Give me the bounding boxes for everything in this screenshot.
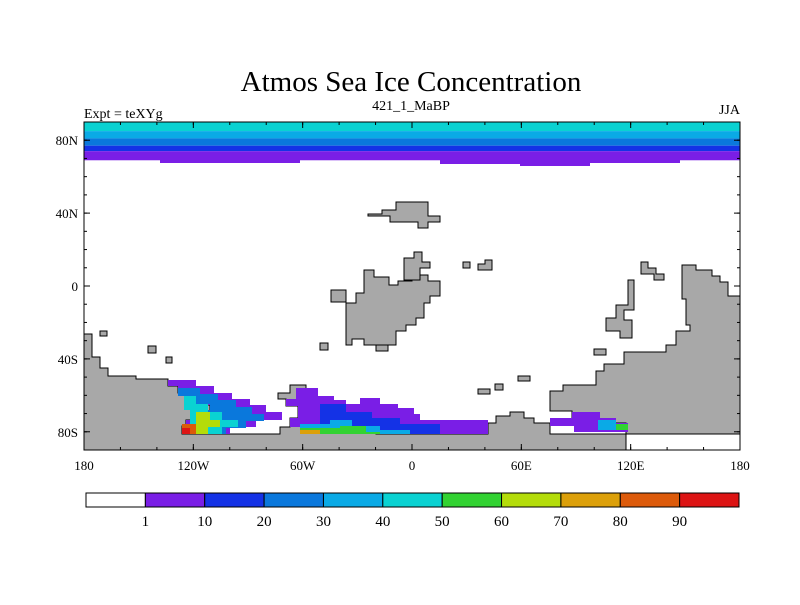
land-south-africa-tip: [375, 344, 389, 352]
x-axis: 180 120W 60W 0 60E 120E 180: [74, 122, 750, 473]
colorbar-box-7: [501, 492, 562, 508]
colorbar-box-8: [560, 492, 621, 508]
land-island-8: [517, 375, 531, 382]
colorbar-label: 40: [375, 514, 390, 530]
y-tick-label: 80N: [56, 133, 79, 148]
x-tick-label: 60E: [511, 458, 532, 473]
arctic-band-3: [84, 145, 740, 152]
ice-east-3: [616, 424, 628, 430]
colorbar-box-2: [204, 492, 265, 508]
center-string: 421_1_MaBP: [372, 99, 450, 114]
colorbar-label: 70: [553, 514, 568, 530]
colorbar-label: 1: [142, 514, 150, 530]
land-indonesia-2: [593, 348, 607, 356]
x-tick-label: 180: [730, 458, 750, 473]
x-tick-label: 120W: [177, 458, 210, 473]
colorbar-label: 50: [435, 514, 450, 530]
y-tick-label: 80S: [58, 425, 78, 440]
y-axis: 80N 40N 0 40S 80S: [56, 133, 740, 440]
land-indonesia: [605, 279, 635, 339]
colorbar: 1 10 20 30 40 50 60 70 80 90: [85, 492, 740, 530]
colorbar-box-3: [263, 492, 324, 508]
arctic-ice-edge: [84, 158, 740, 166]
land-island-7: [319, 342, 329, 351]
colorbar-box-9: [619, 492, 681, 508]
land-island-9: [494, 383, 504, 391]
colorbar-box-4: [322, 492, 384, 508]
land-island-3: [640, 261, 665, 281]
land-island-10: [477, 388, 491, 395]
colorbar-label: 10: [197, 514, 212, 530]
land-west-africa-island: [330, 289, 347, 303]
colorbar-label: 60: [494, 514, 509, 530]
x-tick-label: 0: [409, 458, 416, 473]
right-string: JJA: [719, 103, 741, 118]
arctic-band-1: [84, 131, 740, 139]
ice-weddell-5: [300, 430, 320, 434]
colorbar-label: 80: [613, 514, 628, 530]
land-island-5: [147, 345, 157, 354]
colorbar-box-0: [85, 492, 146, 508]
y-tick-label: 40N: [56, 206, 79, 221]
colorbar-label: 90: [672, 514, 687, 530]
y-tick-label: 40S: [58, 352, 78, 367]
colorbar-box-1: [144, 492, 206, 508]
land-island-4: [99, 330, 108, 337]
arctic-band-4: [84, 151, 740, 161]
land-island-6: [165, 356, 173, 364]
land-island-2: [477, 259, 493, 271]
colorbar-box-10: [679, 492, 740, 508]
x-tick-label: 180: [74, 458, 94, 473]
land-australia: [549, 264, 741, 435]
land-island-1: [462, 261, 471, 269]
x-tick-label: 60W: [290, 458, 316, 473]
arctic-band-2: [84, 138, 740, 146]
antarctic-sea-ice: [168, 380, 628, 434]
left-string: Expt = teXYg: [84, 107, 163, 122]
colorbar-box-5: [382, 492, 443, 508]
land-arabia: [403, 251, 431, 281]
arctic-sea-ice: [84, 122, 740, 166]
x-tick-label: 120E: [617, 458, 645, 473]
land-africa: [345, 269, 441, 352]
colorbar-label: 30: [316, 514, 331, 530]
land-europe: [367, 201, 441, 229]
colorbar-box-6: [441, 492, 503, 508]
ice-ross-6: [182, 428, 190, 434]
y-tick-label: 0: [72, 279, 79, 294]
chart-title: Atmos Sea Ice Concentration: [241, 66, 582, 98]
ice-ross-4: [196, 412, 220, 434]
colorbar-label: 20: [257, 514, 272, 530]
